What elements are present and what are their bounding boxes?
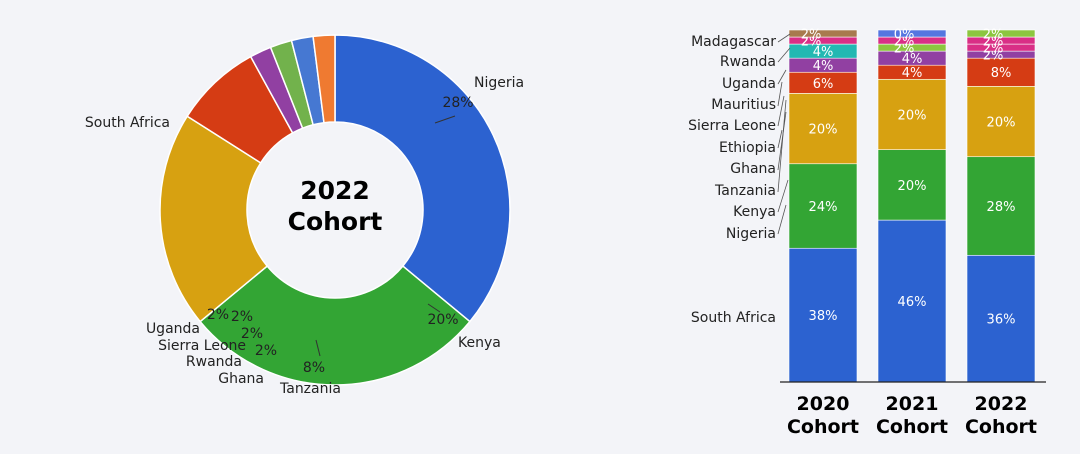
bar-segment-kenya [877,78,947,150]
bar-segment-tanzania [966,57,1036,87]
bar-segment-nigeria [788,163,858,249]
x-tick-label: Cohort [965,416,1037,438]
bar-value-label: 20% [898,179,927,194]
bar-value-label: 2% [801,35,822,50]
pie-slice-south-africa [334,34,511,323]
pie-label-nigeria: Nigeria [474,75,524,91]
pie-slice-nigeria [199,265,471,386]
legend-leader-line [777,47,791,63]
bar-segment-south-africa [966,254,1036,383]
bar-value-label: 20% [987,116,1016,131]
bar-value-label: 2% [894,42,915,57]
legend-label-sierra-leone: Sierra Leone [688,118,776,134]
bar-value-label: 2% [983,28,1004,43]
pie-value-rwanda: 2% [241,326,263,342]
pie-label-kenya: Kenya [458,335,501,351]
bar-value-label: 4% [813,59,834,74]
legend-leader-line [777,111,787,171]
legend-label-rwanda: Rwanda [720,54,776,70]
bar-value-label: 4% [813,45,834,60]
bar-value-label: 46% [898,295,927,310]
bar-value-label: 4% [902,66,923,81]
legend-leader-line [777,95,785,127]
bar-segment-south-africa [877,219,947,383]
legend-leader-line [777,179,789,213]
bar-segment-mauritius [966,29,1036,38]
legend-label-ethiopia: Ethiopia [719,140,776,156]
legend-label-madagascar: Madagascar [691,34,776,50]
bar-segment-nigeria [966,156,1036,256]
legend-leader-line [777,129,783,149]
pie-value-tanzania: 8% [303,360,325,376]
bar-value-label: 28% [987,200,1016,215]
bar-value-label: 8% [991,66,1012,81]
x-tick-label: 2022 [975,393,1028,415]
bar-segment-uganda [788,36,858,45]
pie-label-sierra-leone: Sierra Leone [158,338,246,354]
legend-leader-line [777,33,791,43]
bar-segment-south-africa [788,247,858,383]
x-tick-label: 2020 [797,393,850,415]
legend-leader-line [777,204,787,235]
legend-label-south-africa: South Africa [691,310,776,326]
donut-chart: South Africa36%Nigeria28%Kenya20%Tanzani… [85,34,524,397]
legend-label-uganda: Uganda [722,76,776,92]
bar-value-label: 20% [898,108,927,123]
pie-slice-kenya [159,115,269,323]
pie-label-ghana: Ghana [218,371,264,387]
pie-slice-uganda [312,34,336,124]
legend-label-mauritius: Mauritius [711,97,776,113]
bar-value-label: 2% [983,42,1004,57]
pie-value-ghana: 2% [255,343,277,359]
bar-value-label: 6% [813,77,834,92]
pie-value-sierra-leone: 2% [231,309,253,325]
legend-label-ghana: Ghana [730,161,776,177]
x-tick-label: Cohort [787,416,859,438]
bar-segment-nigeria [877,149,947,221]
legend-label-nigeria: Nigeria [726,226,776,242]
bar-segment-madagascar [877,29,947,38]
pie-value-kenya: 20% [427,312,458,328]
x-tick-label: Cohort [876,416,948,438]
bar-segment-kenya [788,93,858,165]
bar-value-label: 4% [902,52,923,67]
bar-value-label: 2% [894,35,915,50]
pie-leader-line [427,303,441,313]
pie-value-nigeria: 28% [442,95,473,111]
stacked-bar-chart: 38%24%20%6%4%4%2%2%2020Cohort46%20%20%4%… [688,28,1046,438]
bar-value-label: 0% [894,28,915,43]
pie-label-south-africa: South Africa [85,115,170,131]
pie-label-uganda: Uganda [146,321,200,337]
bar-segment-madagascar [788,29,858,38]
legend-leader-line [777,69,787,85]
bar-value-label: 38% [809,309,838,324]
legend-label-tanzania: Tanzania [714,183,776,199]
bar-value-label: 24% [809,200,838,215]
bar-value-label: 2% [983,49,1004,64]
bar-value-label: 36% [987,313,1016,328]
pie-value-uganda: 2% [207,307,229,323]
bar-value-label: 2% [983,35,1004,50]
legend-label-kenya: Kenya [733,204,776,220]
bar-value-label: 2% [801,28,822,43]
donut-center-title-line-2: Cohort [288,207,383,236]
x-tick-label: 2021 [886,393,939,415]
pie-label-tanzania: Tanzania [279,381,341,397]
pie-leader-line [434,115,456,124]
pie-leader-line [315,339,321,357]
pie-label-rwanda: Rwanda [186,354,242,370]
legend-leader-line [777,99,787,193]
bar-value-label: 20% [809,123,838,138]
bar-segment-kenya [966,86,1036,158]
legend-leader-line [777,81,783,107]
donut-center-title-line-1: 2022 [300,176,370,205]
